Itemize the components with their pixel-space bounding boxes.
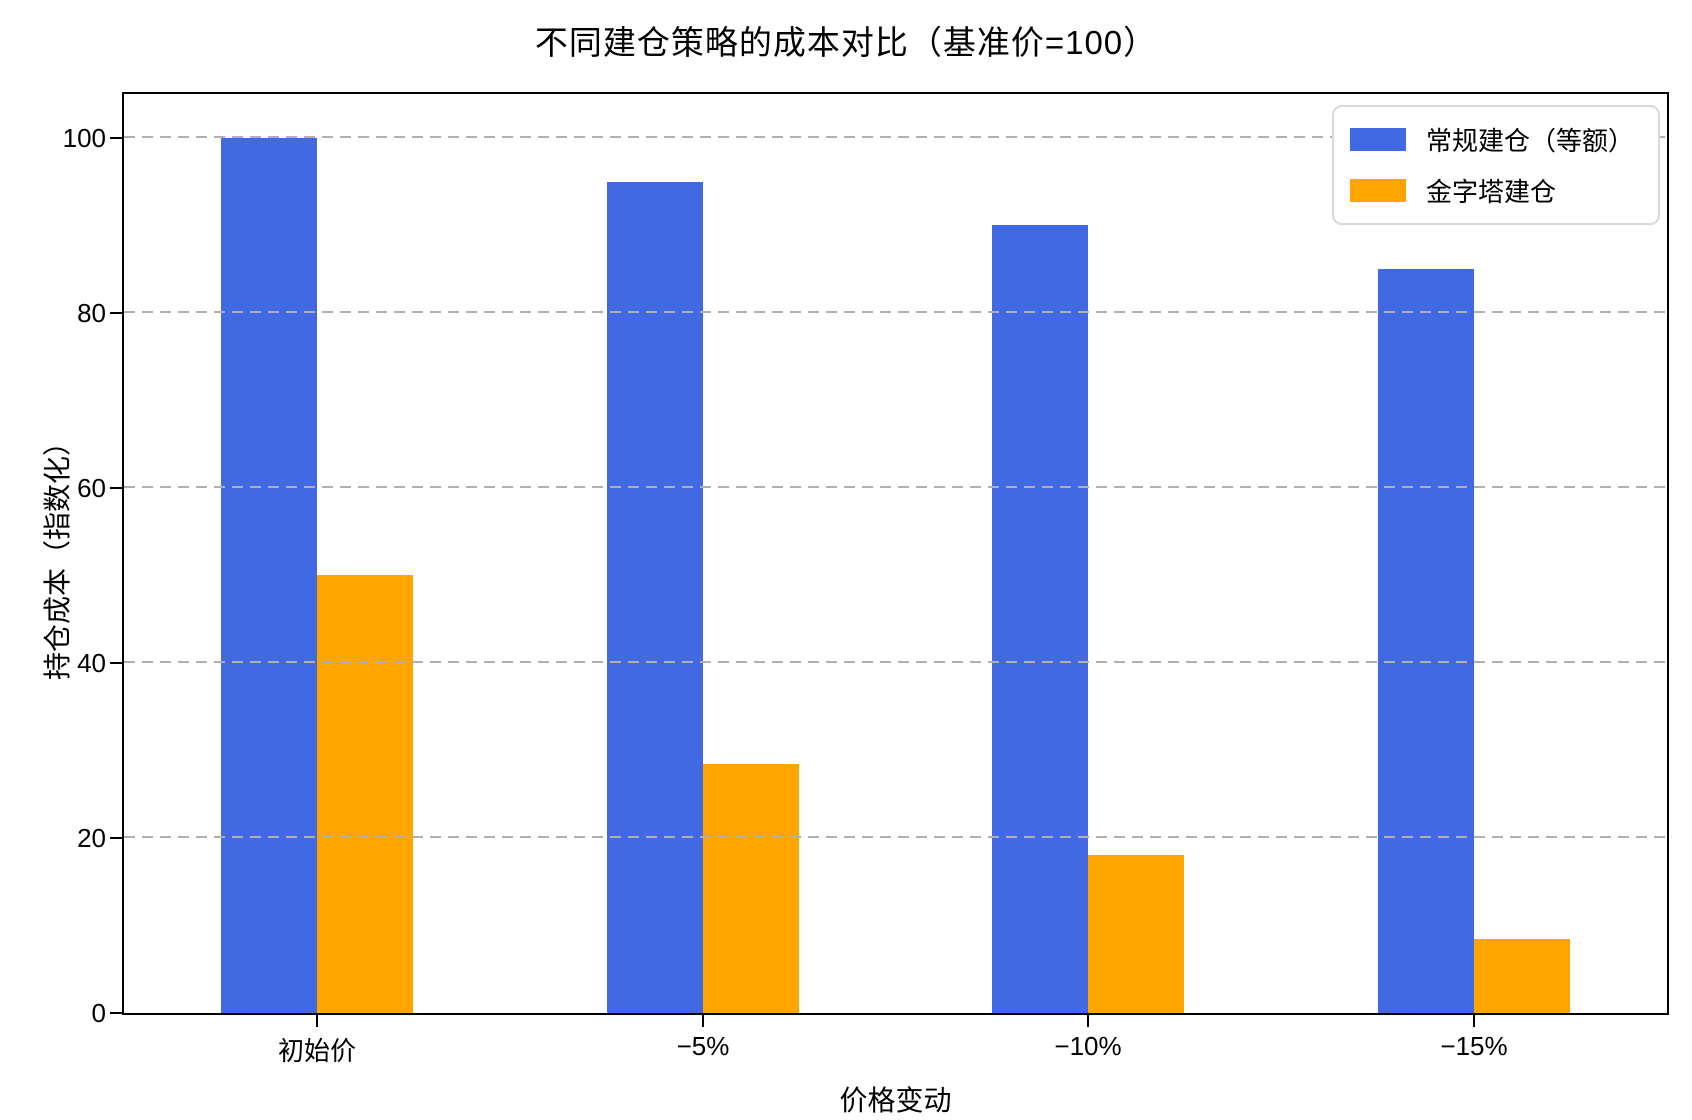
bar-s0-c2 [992, 225, 1088, 1013]
y-tick-label: 100 [62, 123, 106, 153]
y-tick-label: 0 [91, 998, 106, 1028]
y-tick-label: 80 [77, 298, 106, 328]
gridline [124, 136, 1667, 138]
gridline [124, 836, 1667, 838]
legend: 常规建仓（等额） 金字塔建仓 [1331, 105, 1660, 225]
x-tick-label: −10% [1054, 1031, 1122, 1061]
legend-swatch-pyramid-icon [1349, 179, 1406, 202]
legend-item: 常规建仓（等额） [1349, 121, 1634, 158]
bar-s0-c0 [221, 138, 317, 1013]
legend-swatch-regular-icon [1349, 128, 1406, 151]
x-tick-mark [702, 1015, 704, 1027]
y-tick-mark [110, 312, 122, 314]
legend-label-pyramid: 金字塔建仓 [1425, 177, 1556, 207]
legend-label-regular: 常规建仓（等额） [1425, 126, 1634, 156]
bar-s1-c3 [1474, 939, 1570, 1013]
y-tick-label: 60 [77, 473, 106, 503]
y-tick-mark [110, 837, 122, 839]
legend-item: 金字塔建仓 [1349, 172, 1634, 209]
gridline [124, 486, 1667, 488]
x-tick-label: 初始价 [277, 1036, 357, 1066]
chart-title: 不同建仓策略的成本对比（基准价=100） [534, 24, 1158, 61]
bar-s0-c3 [1378, 269, 1474, 1013]
x-axis-label: 价格变动 [839, 1085, 952, 1116]
x-tick-label: −15% [1440, 1031, 1508, 1061]
bar-s1-c0 [317, 575, 413, 1013]
gridline [124, 311, 1667, 313]
bar-s1-c2 [1088, 855, 1184, 1013]
x-tick-mark [316, 1015, 318, 1027]
y-tick-mark [110, 662, 122, 664]
x-tick-label: −5% [676, 1031, 730, 1061]
x-tick-mark [1473, 1015, 1475, 1027]
bar-s1-c1 [703, 764, 799, 1013]
gridline [124, 661, 1667, 663]
y-tick-label: 20 [77, 823, 106, 853]
y-axis-label: 持仓成本（指数化） [42, 427, 73, 680]
y-tick-mark [110, 487, 122, 489]
y-tick-mark [110, 1012, 122, 1014]
x-tick-mark [1087, 1015, 1089, 1027]
y-tick-mark [110, 137, 122, 139]
plot-area: 持仓成本（指数化） 价格变动 常规建仓（等额） 金字塔建仓 0 20 40 60 80 1… [42, 92, 1669, 1116]
y-tick-label: 40 [77, 648, 106, 678]
bar-s0-c1 [607, 182, 703, 1013]
